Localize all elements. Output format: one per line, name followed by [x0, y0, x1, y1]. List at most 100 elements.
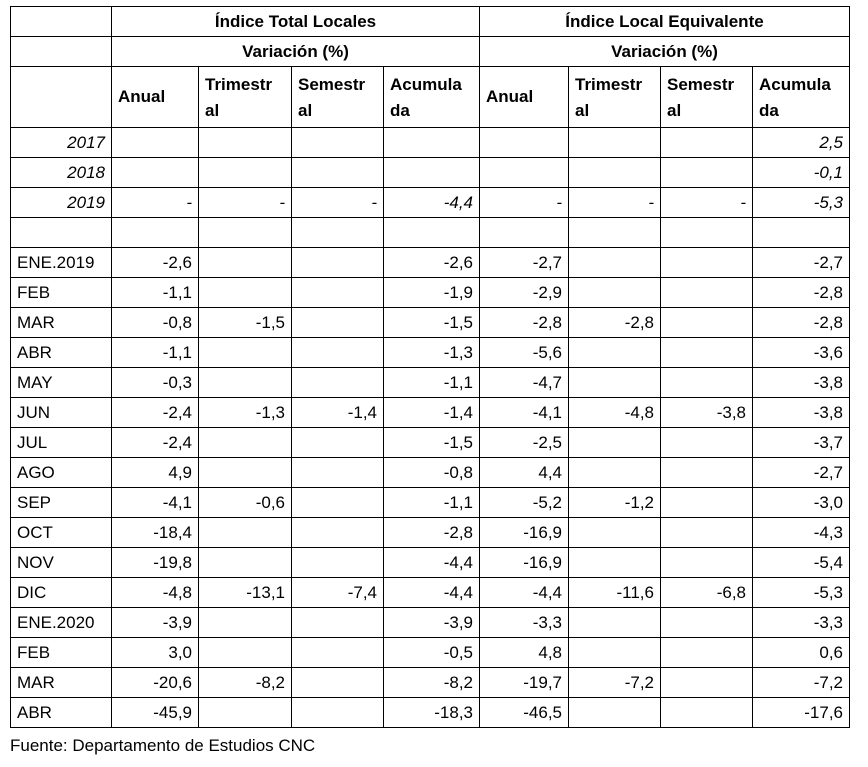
value-cell: [198, 697, 292, 728]
month-row: SEP -4,1 -0,6 -1,1 -5,2 -1,2 -3,0: [10, 487, 850, 518]
value-cell: -20,6: [111, 667, 199, 698]
value-cell: -3,0: [752, 487, 850, 518]
value-cell: -3,7: [752, 427, 850, 458]
value-cell: -45,9: [111, 697, 199, 728]
value-cell: -0,8: [383, 457, 480, 488]
month-label: MAR: [10, 307, 112, 338]
value-cell: -: [660, 187, 753, 218]
value-cell: -18,4: [111, 517, 199, 548]
empty-cell: [10, 217, 112, 248]
value-cell: -4,1: [479, 397, 569, 428]
value-cell: -1,4: [291, 397, 384, 428]
value-cell: -3,9: [383, 607, 480, 638]
month-row: FEB 3,0 -0,5 4,8 0,6: [10, 637, 850, 668]
value-cell: [111, 157, 199, 188]
value-cell: [568, 277, 661, 308]
value-cell: [291, 427, 384, 458]
value-cell: -18,3: [383, 697, 480, 728]
col-header-anual: Anual: [111, 66, 199, 128]
value-cell: -13,1: [198, 577, 292, 608]
value-cell: -1,5: [383, 427, 480, 458]
value-cell: [660, 307, 753, 338]
month-row: JUL -2,4 -1,5 -2,5 -3,7: [10, 427, 850, 458]
corner-cell: [10, 66, 112, 128]
value-cell: [198, 157, 292, 188]
value-cell: -1,2: [568, 487, 661, 518]
value-cell: [198, 337, 292, 368]
value-cell: [660, 697, 753, 728]
value-cell: 4,8: [479, 637, 569, 668]
value-cell: [291, 337, 384, 368]
value-cell: [660, 607, 753, 638]
value-cell: -8,2: [383, 667, 480, 698]
value-cell: [198, 427, 292, 458]
value-cell: -3,9: [111, 607, 199, 638]
value-cell: [291, 517, 384, 548]
year-row: 2018 -0,1: [10, 157, 850, 188]
value-cell: -2,6: [111, 247, 199, 278]
month-label: JUN: [10, 397, 112, 428]
value-cell: [660, 667, 753, 698]
value-cell: [660, 427, 753, 458]
value-cell: -1,1: [383, 487, 480, 518]
value-cell: [291, 547, 384, 578]
empty-cell: [198, 217, 292, 248]
value-cell: -7,4: [291, 577, 384, 608]
value-cell: [291, 247, 384, 278]
value-cell: [568, 127, 661, 158]
empty-cell: [479, 217, 569, 248]
group-title-total-locales: Índice Total Locales: [111, 6, 480, 37]
group-subtitle-total-locales: Variación (%): [111, 36, 480, 67]
value-cell: -19,8: [111, 547, 199, 578]
value-cell: [198, 547, 292, 578]
value-cell: -16,9: [479, 547, 569, 578]
month-label: ABR: [10, 697, 112, 728]
value-cell: -2,8: [752, 277, 850, 308]
value-cell: -0,6: [198, 487, 292, 518]
value-cell: -5,3: [752, 187, 850, 218]
value-cell: [568, 247, 661, 278]
statistics-table-container: Índice Total Locales Índice Local Equiva…: [10, 6, 850, 728]
value-cell: [291, 667, 384, 698]
value-cell: [291, 367, 384, 398]
col-header-acumulada: Acumula da: [752, 66, 850, 128]
value-cell: 4,4: [479, 457, 569, 488]
month-label: FEB: [10, 277, 112, 308]
value-cell: [111, 127, 199, 158]
month-row: ENE.2019 -2,6 -2,6 -2,7 -2,7: [10, 247, 850, 278]
value-cell: -19,7: [479, 667, 569, 698]
month-label: FEB: [10, 637, 112, 668]
value-cell: [198, 127, 292, 158]
value-cell: -3,8: [660, 397, 753, 428]
value-cell: [568, 547, 661, 578]
value-cell: -46,5: [479, 697, 569, 728]
value-cell: [291, 697, 384, 728]
value-cell: -: [291, 187, 384, 218]
month-label: MAY: [10, 367, 112, 398]
value-cell: -2,6: [383, 247, 480, 278]
group-subtitle-local-equivalente: Variación (%): [479, 36, 850, 67]
value-cell: -5,3: [752, 577, 850, 608]
year-label: 2018: [10, 157, 112, 188]
value-cell: 0,6: [752, 637, 850, 668]
month-row: OCT -18,4 -2,8 -16,9 -4,3: [10, 517, 850, 548]
value-cell: -4,7: [479, 367, 569, 398]
value-cell: -17,6: [752, 697, 850, 728]
month-row: AGO 4,9 -0,8 4,4 -2,7: [10, 457, 850, 488]
value-cell: [660, 367, 753, 398]
month-row: FEB -1,1 -1,9 -2,9 -2,8: [10, 277, 850, 308]
group-subtitle-row: Variación (%) Variación (%): [10, 36, 850, 67]
value-cell: -11,6: [568, 577, 661, 608]
value-cell: -2,7: [479, 247, 569, 278]
value-cell: -2,7: [752, 457, 850, 488]
month-row: MAR -0,8 -1,5 -1,5 -2,8 -2,8 -2,8: [10, 307, 850, 338]
value-cell: -0,1: [752, 157, 850, 188]
value-cell: -4,4: [383, 187, 480, 218]
value-cell: -1,5: [198, 307, 292, 338]
value-cell: -2,8: [383, 517, 480, 548]
value-cell: [568, 427, 661, 458]
corner-cell: [10, 36, 112, 67]
month-row: DIC -4,8 -13,1 -7,4 -4,4 -4,4 -11,6 -6,8 -5,3: [10, 577, 850, 608]
value-cell: -4,1: [111, 487, 199, 518]
month-label: SEP: [10, 487, 112, 518]
